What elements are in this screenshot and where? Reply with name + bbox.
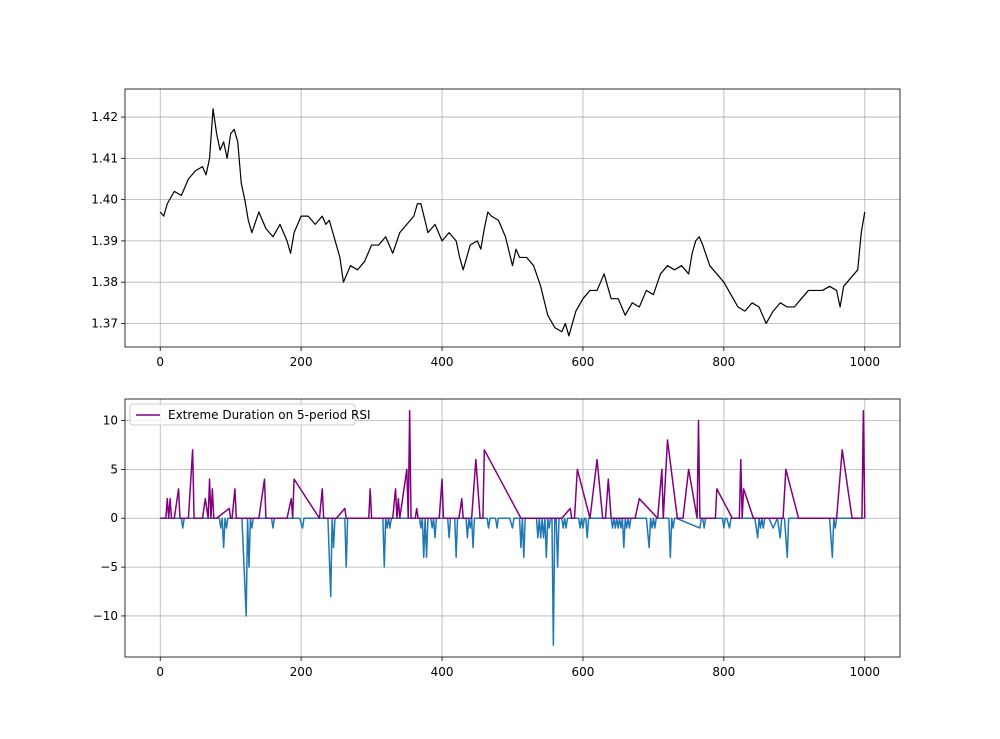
y-tick-label: 1.38 <box>91 275 118 289</box>
y-tick-label: 1.39 <box>91 234 118 248</box>
y-tick-label: 1.37 <box>91 316 118 330</box>
y-tick-label: 1.40 <box>91 193 118 207</box>
x-tick-label: 1000 <box>849 355 880 369</box>
x-tick-label: 800 <box>712 665 735 679</box>
price-series-line <box>159 108 866 337</box>
axes-frame <box>124 88 901 348</box>
x-tick-label: 1000 <box>849 665 880 679</box>
positive-duration-series-line <box>160 409 866 519</box>
negative-duration-series-line <box>160 517 865 647</box>
x-tick-label: 200 <box>290 355 313 369</box>
rsi-duration-chart-panel: 0 200 400 600 800 1000 −10 −5 0 5 10 Extreme Durati… <box>93 398 901 679</box>
x-tick-label: 400 <box>431 665 454 679</box>
x-tick-label: 400 <box>431 355 454 369</box>
y-tick-label: −5 <box>100 560 118 574</box>
x-tick-label: 200 <box>290 665 313 679</box>
x-tick-label: 0 <box>156 665 164 679</box>
legend-box <box>129 403 356 426</box>
axes-frame <box>124 398 901 658</box>
y-tick-label: −10 <box>93 609 118 623</box>
x-tick-label: 600 <box>572 665 595 679</box>
y-tick-label: 1.42 <box>91 110 118 124</box>
x-tick-label: 800 <box>712 355 735 369</box>
price-chart-panel: 0 200 400 600 800 1000 1.37 1.38 1.39 1.40 1.41 1.4… <box>91 88 901 369</box>
legend: Extreme Duration on 5-period RSI <box>129 403 371 426</box>
x-tick-label: 600 <box>572 355 595 369</box>
legend-label: Extreme Duration on 5-period RSI <box>168 408 371 422</box>
x-tick-label: 0 <box>156 355 164 369</box>
y-tick-label: 5 <box>110 462 118 476</box>
y-tick-label: 1.41 <box>91 151 118 165</box>
y-tick-label: 10 <box>103 414 118 428</box>
y-tick-label: 0 <box>110 511 118 525</box>
